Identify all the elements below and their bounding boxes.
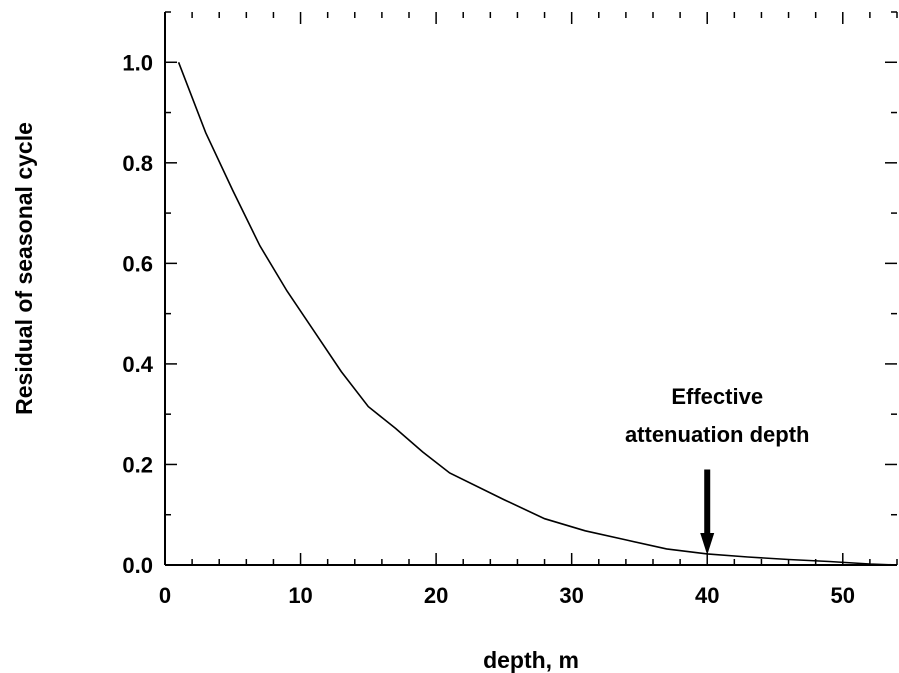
y-tick-label: 0.6 [122,251,153,276]
y-tick-label: 0.8 [122,151,153,176]
x-tick-label: 20 [424,583,448,608]
annotation-arrow-head [700,532,715,555]
y-tick-label: 1.0 [122,50,153,75]
x-tick-label: 0 [159,583,171,608]
series-line [177,62,898,566]
tick-labels: 0 10 20 30 40 50 0.0 0.2 0.4 0.6 0.8 1.0 [122,50,855,608]
annotation-label-line-2: attenuation depth [625,422,810,447]
x-tick-label: 40 [695,583,719,608]
series [177,62,898,566]
annotation-label-line-1: Effective [671,384,763,409]
x-tick-label: 10 [288,583,312,608]
plot-frame [164,12,897,566]
y-axis-title: Residual of seasonal cycle [11,122,37,415]
axis-ticks [164,11,898,566]
x-axis-title: depth, m [483,647,579,673]
y-tick-label: 0.4 [122,352,153,377]
y-tick-label: 0.0 [122,553,153,578]
x-tick-label: 30 [559,583,583,608]
y-tick-label: 0.2 [122,452,153,477]
annotation: Effective attenuation depth [625,384,810,555]
x-tick-label: 50 [831,583,855,608]
